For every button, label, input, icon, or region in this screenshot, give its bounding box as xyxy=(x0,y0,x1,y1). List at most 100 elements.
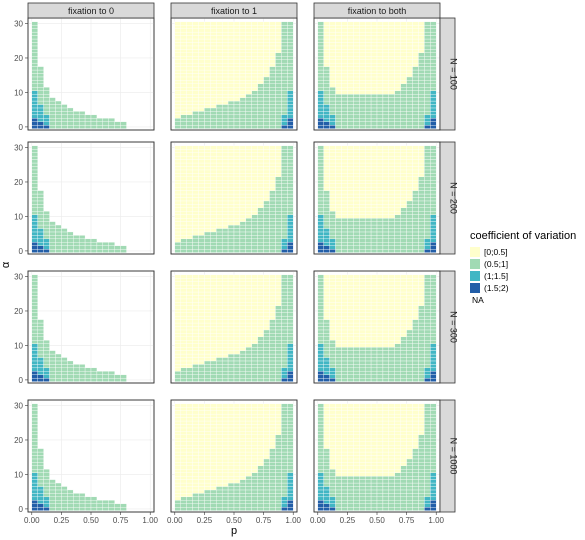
heatmap-tile xyxy=(180,378,187,382)
heatmap-tile xyxy=(227,69,235,74)
heatmap-tile xyxy=(394,31,401,36)
heatmap-tile xyxy=(335,80,342,84)
heatmap-tile xyxy=(192,176,199,181)
heatmap-tile xyxy=(204,305,211,310)
heatmap-tile xyxy=(418,200,425,205)
heatmap-tile xyxy=(287,80,294,84)
heatmap-tile xyxy=(186,121,193,126)
heatmap-tile xyxy=(364,186,372,191)
heatmap-tile xyxy=(180,469,187,473)
heatmap-tile xyxy=(418,357,425,362)
heatmap-tile xyxy=(37,455,44,460)
heatmap-tile xyxy=(263,479,270,484)
heatmap-tile xyxy=(210,493,217,498)
heatmap-tile xyxy=(406,214,413,219)
heatmap-tile xyxy=(430,93,437,98)
heatmap-tile xyxy=(174,35,181,40)
heatmap-tile xyxy=(359,281,366,286)
heatmap-tile xyxy=(359,305,366,310)
heatmap-tile xyxy=(329,73,336,78)
heatmap-tile xyxy=(174,221,181,226)
heatmap-tile xyxy=(394,193,401,198)
heatmap-tile xyxy=(204,200,211,205)
heatmap-tile xyxy=(216,322,223,327)
heatmap-tile xyxy=(186,249,193,253)
heatmap-tile xyxy=(239,378,247,382)
heatmap-tile xyxy=(275,346,282,351)
heatmap-tile xyxy=(239,193,247,198)
heatmap-tile xyxy=(269,242,276,246)
heatmap-tile xyxy=(269,329,276,334)
heatmap-tile xyxy=(430,364,437,369)
heatmap-tile xyxy=(382,100,390,105)
heatmap-tile xyxy=(180,169,187,174)
heatmap-tile xyxy=(216,357,223,362)
heatmap-tile xyxy=(269,465,276,470)
heatmap-tile xyxy=(227,367,235,372)
heatmap-tile xyxy=(400,169,407,174)
heatmap-tile xyxy=(406,291,413,296)
heatmap-tile xyxy=(186,322,193,327)
heatmap-tile xyxy=(394,166,401,171)
heatmap-tile xyxy=(186,441,193,446)
heatmap-tile xyxy=(323,193,330,198)
heatmap-tile xyxy=(287,155,294,160)
heatmap-tile xyxy=(198,413,205,418)
heatmap-tile xyxy=(31,305,38,310)
heatmap-tile xyxy=(198,288,205,293)
heatmap-tile xyxy=(55,357,62,362)
heatmap-tile xyxy=(67,489,74,494)
heatmap-tile xyxy=(221,87,229,91)
heatmap-tile xyxy=(49,496,56,501)
heatmap-tile xyxy=(216,224,223,229)
heatmap-tile xyxy=(364,169,372,174)
heatmap-tile xyxy=(245,231,252,236)
heatmap-tile xyxy=(245,475,252,480)
heatmap-tile xyxy=(424,162,431,167)
heatmap-tile xyxy=(329,235,336,240)
heatmap-tile xyxy=(275,76,282,81)
heatmap-tile xyxy=(281,298,288,303)
heatmap-tile xyxy=(198,228,205,233)
heatmap-tile xyxy=(287,166,294,171)
heatmap-tile xyxy=(353,169,360,174)
heatmap-tile xyxy=(216,353,223,358)
heatmap-tile xyxy=(257,329,264,334)
heatmap-tile xyxy=(412,28,419,33)
heatmap-tile xyxy=(364,211,372,215)
heatmap-tile xyxy=(221,465,229,470)
heatmap-tile xyxy=(424,125,431,129)
heatmap-tile xyxy=(180,336,187,341)
heatmap-tile xyxy=(180,245,187,250)
heatmap-tile xyxy=(245,493,252,498)
heatmap-tile xyxy=(382,350,390,355)
heatmap-tile xyxy=(227,159,235,164)
heatmap-tile xyxy=(275,169,282,174)
heatmap-tile xyxy=(263,284,270,289)
heatmap-tile xyxy=(37,197,44,202)
heatmap-tile xyxy=(275,333,282,337)
heatmap-tile xyxy=(198,410,205,415)
heatmap-tile xyxy=(281,312,288,317)
heatmap-tile xyxy=(418,315,425,320)
heatmap-tile xyxy=(323,295,330,300)
heatmap-tile xyxy=(335,207,342,212)
heatmap-tile xyxy=(102,118,109,122)
heatmap-tile xyxy=(180,173,187,177)
heatmap-tile xyxy=(263,204,270,208)
heatmap-tile xyxy=(364,284,372,289)
heatmap-tile xyxy=(406,371,413,375)
heatmap-tile xyxy=(281,214,288,219)
heatmap-tile xyxy=(388,190,395,195)
heatmap-tile xyxy=(67,496,74,501)
heatmap-tile xyxy=(424,183,431,188)
heatmap-tile xyxy=(221,455,229,460)
heatmap-tile xyxy=(353,49,360,53)
heatmap-tile xyxy=(370,52,378,57)
heatmap-tile xyxy=(37,319,44,324)
heatmap-tile xyxy=(251,322,258,327)
heatmap-tile xyxy=(329,309,336,313)
heatmap-tile xyxy=(359,73,366,78)
heatmap-tile xyxy=(412,274,419,279)
heatmap-tile xyxy=(412,173,419,177)
